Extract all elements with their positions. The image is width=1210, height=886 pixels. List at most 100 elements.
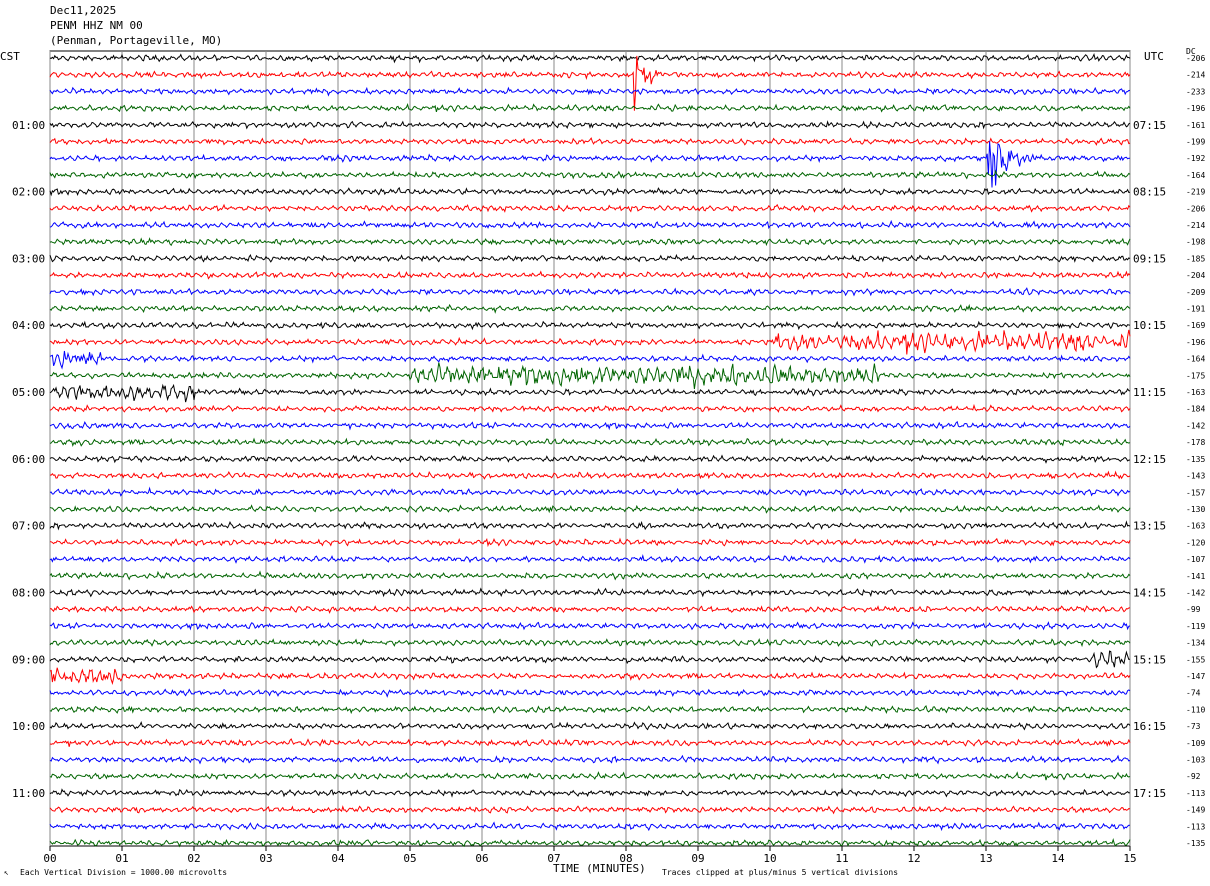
trace-row [49, 186, 1131, 197]
right-time-label: 07:15 [1133, 119, 1166, 132]
dc-offset-label: -164 [1186, 355, 1205, 364]
dc-offset-label: -143 [1186, 472, 1205, 481]
trace-row [49, 219, 1131, 230]
trace-row [49, 203, 1131, 213]
dc-offset-label: -74 [1186, 689, 1201, 698]
x-tick-label: 02 [187, 852, 200, 865]
trace-row [49, 637, 1131, 648]
x-tick-label: 11 [835, 852, 848, 865]
x-tick-label: 12 [907, 852, 920, 865]
dc-offset-label: -185 [1186, 254, 1205, 263]
trace-row [49, 705, 1131, 715]
trace-row [49, 720, 1131, 731]
left-time-label: 02:00 [12, 186, 45, 199]
right-time-label: 11:15 [1133, 386, 1166, 399]
trace-row [49, 103, 1131, 113]
trace-row [49, 771, 1131, 781]
dc-offset-label: -134 [1186, 639, 1205, 648]
dc-offset-label: -135 [1186, 839, 1205, 848]
trace-row [49, 383, 1131, 403]
clip-note: Traces clipped at plus/minus 5 vertical … [662, 868, 899, 877]
trace-row [49, 486, 1131, 497]
trace-row [49, 805, 1131, 815]
axis-ticks: 00 01 02 03 04 05 06 07 08 09 10 11 12 13 14 15 [43, 846, 1137, 865]
left-time-label: 06:00 [12, 453, 45, 466]
x-tick-label: 03 [259, 852, 272, 865]
dc-offset-label: -107 [1186, 555, 1205, 564]
dc-offset-label: -142 [1186, 421, 1205, 430]
trace-row [49, 537, 1131, 548]
trace-row [49, 454, 1131, 464]
left-time-label: 09:00 [12, 653, 45, 666]
x-tick-label: 08 [619, 852, 632, 865]
dc-offset-label: -196 [1186, 338, 1205, 347]
right-time-label: 10:15 [1133, 319, 1166, 332]
dc-offset-label: -99 [1186, 605, 1201, 614]
trace-row [49, 738, 1131, 748]
x-tick-label: 15 [1123, 852, 1136, 865]
dc-offset-label: -155 [1186, 655, 1205, 664]
trace-row [49, 55, 1131, 111]
dc-offset-label: -149 [1186, 806, 1205, 815]
header-station: PENM HHZ NM 00 [50, 19, 143, 32]
dc-offset-label: -164 [1186, 171, 1205, 180]
left-time-label: 10:00 [12, 720, 45, 733]
dc-offset-label: -206 [1186, 204, 1205, 213]
dc-offset-label: -178 [1186, 438, 1205, 447]
header-date: Dec11,2025 [50, 4, 117, 17]
corner-mark: ↖ [4, 868, 9, 877]
left-time-label: 11:00 [12, 787, 45, 800]
dc-offset-label: -184 [1186, 405, 1205, 414]
x-tick-label: 06 [475, 852, 488, 865]
dc-offset-label: -191 [1186, 305, 1205, 314]
right-time-label: 17:15 [1133, 787, 1166, 800]
trace-row [49, 605, 1131, 614]
trace-row [49, 587, 1131, 598]
dc-offset-label: -214 [1186, 221, 1205, 230]
plot-grid [49, 50, 1131, 847]
trace-row [49, 667, 1131, 685]
dc-offset-label: -163 [1186, 388, 1205, 397]
trace-row [49, 437, 1131, 448]
trace-row [49, 320, 1131, 331]
left-time-label: 07:00 [12, 520, 45, 533]
dc-offset-label: -147 [1186, 672, 1205, 681]
trace-row [49, 621, 1131, 631]
trace-row [49, 362, 1131, 390]
dc-offset-label: -120 [1186, 538, 1205, 547]
dc-offset-label: -204 [1186, 271, 1205, 280]
dc-offset-label: -192 [1186, 154, 1205, 163]
dc-offset-label: -130 [1186, 505, 1205, 514]
dc-offset-label: -233 [1186, 87, 1205, 96]
trace-row [49, 350, 1131, 370]
dc-offset-label: -113 [1186, 822, 1205, 831]
dc-offset-label: -109 [1186, 739, 1205, 748]
trace-row [49, 787, 1131, 798]
trace-row [49, 470, 1131, 480]
x-axis-title: TIME (MINUTES) [553, 862, 646, 875]
trace-row [49, 253, 1131, 263]
right-time-label: 14:15 [1133, 586, 1166, 599]
dc-offset-label: -161 [1186, 121, 1205, 130]
trace-row [49, 650, 1131, 669]
trace-row [49, 237, 1131, 247]
dc-offset-label: -206 [1186, 54, 1205, 63]
left-time-label: 01:00 [12, 119, 45, 132]
dc-offset-label: -157 [1186, 488, 1205, 497]
dc-offset-label: -199 [1186, 138, 1205, 147]
trace-row [49, 53, 1131, 64]
seismic-traces: -206 -214 -233 -196 -161 -199 -192 -164 -219 -206… [12, 53, 1205, 848]
trace-row [49, 137, 1131, 146]
dc-offset-label: -135 [1186, 455, 1205, 464]
x-tick-label: 04 [331, 852, 345, 865]
x-tick-label: 14 [1051, 852, 1065, 865]
left-time-label: 04:00 [12, 319, 45, 332]
dc-offset-label: -141 [1186, 572, 1205, 581]
right-time-label: 15:15 [1133, 653, 1166, 666]
dc-offset-label: -142 [1186, 588, 1205, 597]
right-timezone-label: UTC [1144, 50, 1164, 63]
trace-row [49, 553, 1131, 564]
right-time-label: 12:15 [1133, 453, 1166, 466]
trace-row [49, 329, 1131, 355]
